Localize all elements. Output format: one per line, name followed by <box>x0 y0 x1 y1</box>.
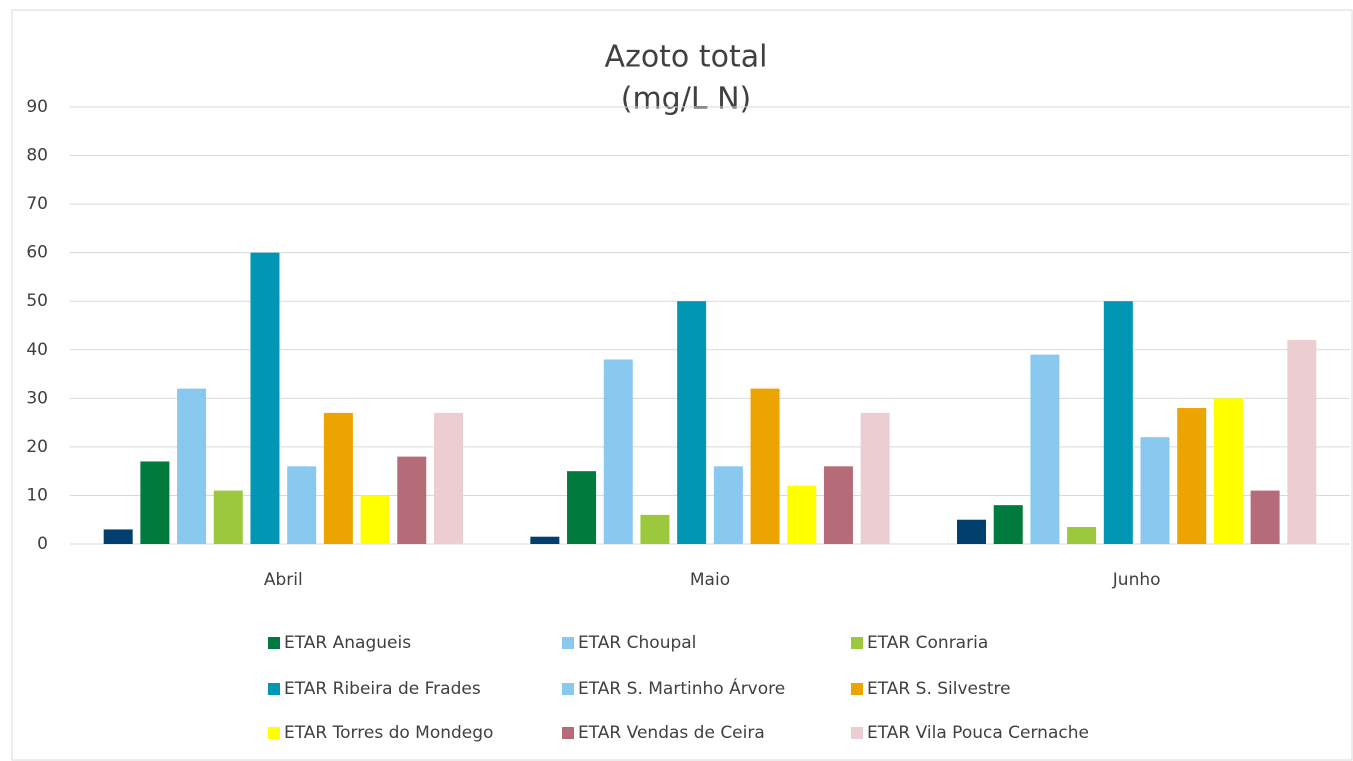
bar <box>860 412 890 544</box>
legend-label: ETAR Conraria <box>867 633 988 653</box>
legend-swatch <box>268 683 280 695</box>
x-tick-label: Abril <box>264 570 303 590</box>
x-tick-label: Junho <box>1112 570 1161 590</box>
legend-label: ETAR Vendas de Ceira <box>578 723 765 743</box>
legend-swatch <box>851 683 863 695</box>
bar <box>140 461 170 544</box>
y-tick-label: 20 <box>26 437 48 457</box>
bar <box>603 359 633 544</box>
bar <box>103 529 133 544</box>
y-tick-label: 30 <box>26 388 48 408</box>
bar <box>677 301 707 544</box>
y-tick-label: 80 <box>26 146 48 166</box>
bar <box>823 466 853 544</box>
bar <box>287 466 317 544</box>
bar <box>323 412 353 544</box>
bar <box>750 388 780 544</box>
chart-subtitle: (mg/L N) <box>621 82 751 117</box>
y-tick-label: 40 <box>26 340 48 360</box>
legend-label: ETAR Anagueis <box>284 633 411 653</box>
bar <box>1030 354 1060 544</box>
legend-label: ETAR S. Silvestre <box>867 679 1011 699</box>
y-tick-label: 70 <box>26 194 48 214</box>
bar <box>1287 340 1317 544</box>
bar <box>1177 408 1207 544</box>
legend-label: ETAR Ribeira de Frades <box>284 679 481 699</box>
legend-label: ETAR Choupal <box>578 633 696 653</box>
legend-swatch <box>268 727 280 739</box>
bar <box>993 505 1023 544</box>
bar <box>957 519 987 544</box>
bar <box>640 514 670 544</box>
x-tick-label: Maio <box>690 570 730 590</box>
bar <box>1140 437 1170 544</box>
bar <box>1103 301 1133 544</box>
y-tick-label: 0 <box>37 534 48 554</box>
bar <box>177 388 207 544</box>
bar <box>1213 398 1243 544</box>
legend-swatch <box>562 683 574 695</box>
legend-swatch <box>562 637 574 649</box>
bar <box>213 490 243 544</box>
bar <box>1067 527 1097 544</box>
y-tick-label: 10 <box>26 485 48 505</box>
bar <box>433 412 463 544</box>
legend-swatch <box>268 637 280 649</box>
legend-label: ETAR Torres do Mondego <box>284 723 493 743</box>
bar <box>530 536 560 544</box>
legend-label: ETAR S. Martinho Árvore <box>578 677 785 699</box>
y-tick-label: 90 <box>26 97 48 117</box>
bar <box>1250 490 1280 544</box>
bar <box>787 485 817 544</box>
bar <box>567 471 597 544</box>
y-tick-label: 50 <box>26 291 48 311</box>
legend-swatch <box>851 637 863 649</box>
legend-swatch <box>562 727 574 739</box>
legend-swatch <box>851 727 863 739</box>
legend-label: ETAR Vila Pouca Cernache <box>867 723 1089 743</box>
y-tick-label: 60 <box>26 243 48 263</box>
bar <box>250 252 280 544</box>
bar <box>360 495 390 544</box>
bar <box>397 456 427 544</box>
chart-title: Azoto total <box>605 40 768 75</box>
bar <box>713 466 743 544</box>
